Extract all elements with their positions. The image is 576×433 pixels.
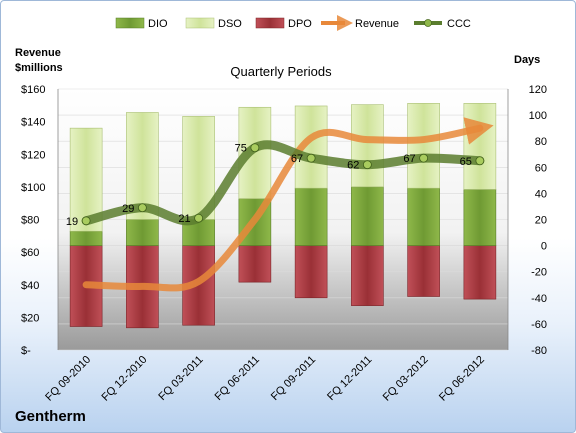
x-tick-label: FQ 03-2012 (381, 354, 431, 404)
legend-ccc-marker (424, 19, 432, 27)
dpo-bar (351, 245, 384, 306)
right-tick-label: -60 (531, 319, 547, 331)
x-tick-label: FQ 03-2011 (156, 354, 205, 403)
ccc-data-label: 65 (460, 156, 472, 168)
x-axis-ticks: FQ 09-2010 FQ 12-2010 FQ 03-2011 FQ 06-2011… (43, 354, 487, 404)
right-tick-label: -80 (531, 345, 547, 357)
ccc-point (306, 153, 316, 163)
legend-dso-label: DSO (218, 18, 242, 30)
dpo-bar (463, 245, 497, 300)
company-name: Gentherm (15, 408, 86, 425)
ccc-line (81, 140, 485, 226)
x-tick-label: FQ 09-2010 (43, 354, 93, 404)
ccc-data-label: 19 (66, 216, 78, 228)
left-tick-label: $100 (21, 182, 45, 194)
left-axis-ticks: $- $20 $40 $60 $80 $100 $120 $140 $160 (21, 84, 45, 357)
ccc-point (362, 160, 372, 170)
legend-dso-swatch (185, 17, 215, 29)
dio-bar (463, 189, 497, 246)
right-tick-label: 80 (535, 136, 547, 148)
ccc-point (475, 156, 485, 166)
legend-dpo-swatch (255, 17, 285, 29)
dso-bar (407, 103, 440, 189)
right-tick-label: 60 (535, 162, 547, 174)
right-axis-ticks: -80 -60 -40 -20 0 20 40 60 80 100 120 (529, 84, 547, 357)
right-tick-label: 40 (535, 188, 547, 200)
left-tick-label: $20 (21, 312, 39, 324)
right-axis-title: Days (514, 54, 540, 66)
left-tick-label: $160 (21, 84, 45, 96)
left-tick-label: $- (21, 345, 31, 357)
left-tick-label: $120 (21, 149, 45, 161)
dio-bar (294, 187, 328, 246)
ccc-point (137, 203, 147, 213)
ccc-line-group: 19 29 21 75 67 62 67 65 (66, 140, 485, 228)
ccc-point (81, 216, 91, 226)
x-tick-label: FQ 12-2010 (100, 354, 150, 404)
left-tick-label: $80 (21, 215, 39, 227)
left-tick-label: $60 (21, 247, 39, 259)
left-tick-label: $40 (21, 280, 39, 292)
dio-bar (69, 230, 103, 246)
right-tick-label: 20 (535, 215, 547, 227)
legend-dio-label: DIO (148, 18, 168, 30)
ccc-data-label: 21 (178, 213, 190, 225)
right-tick-label: -40 (531, 293, 547, 305)
legend: DIO DSO DPO Revenue CCC (115, 15, 471, 31)
x-tick-label: FQ 12-2011 (325, 354, 374, 403)
ccc-data-label: 67 (291, 153, 303, 165)
revenue-line-group (82, 117, 494, 292)
x-tick-label: FQ 06-2012 (437, 354, 487, 404)
dio-bar (351, 186, 384, 246)
right-tick-label: 0 (541, 241, 547, 253)
dpo-bar (407, 245, 440, 297)
dso-bar (463, 103, 497, 190)
x-tick-label: FQ 06-2011 (213, 354, 262, 403)
right-tick-label: 120 (529, 84, 547, 96)
chart-title: Quarterly Periods (230, 64, 332, 79)
ccc-point (194, 213, 204, 223)
legend-ccc-label: CCC (447, 18, 471, 30)
ccc-point (419, 153, 429, 163)
left-tick-label: $140 (21, 117, 45, 129)
dpo-bar (294, 245, 328, 299)
dpo-bar (238, 245, 272, 283)
right-tick-label: 100 (529, 110, 547, 122)
ccc-data-label: 62 (347, 160, 359, 172)
x-tick-label: FQ 09-2011 (269, 354, 318, 403)
ccc-data-label: 75 (235, 143, 247, 155)
left-axis-title-line2: $millions (15, 62, 63, 74)
legend-revenue-label: Revenue (355, 18, 399, 30)
dio-bar (126, 219, 159, 246)
dso-bar (126, 112, 159, 220)
legend-dpo-label: DPO (288, 18, 312, 30)
dso-bar (351, 104, 384, 188)
revenue-line (82, 117, 494, 292)
right-tick-label: -20 (531, 267, 547, 279)
dio-bar (407, 187, 440, 246)
ccc-point (250, 143, 260, 153)
ccc-data-label: 29 (122, 203, 134, 215)
legend-dio-swatch (115, 17, 145, 29)
left-axis-title-line1: Revenue (15, 47, 61, 59)
ccc-data-label: 67 (403, 153, 415, 165)
